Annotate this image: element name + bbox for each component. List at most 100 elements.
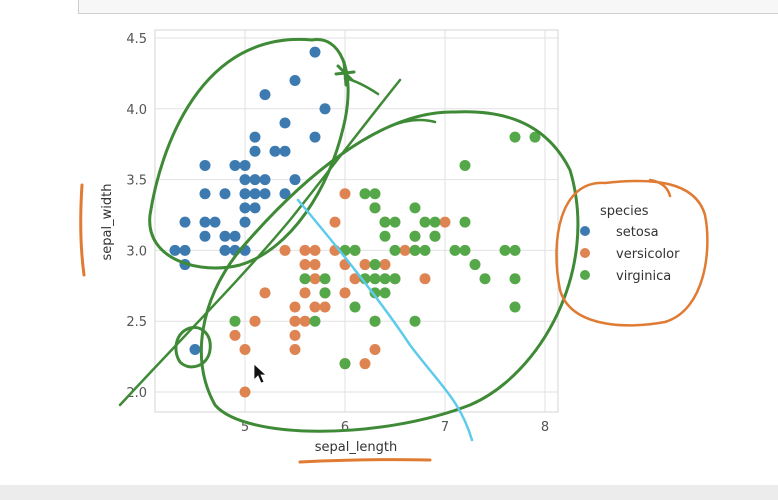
- annotation-xlabel-underline: [298, 458, 432, 464]
- virginica-point: [359, 188, 371, 200]
- setosa-point: [259, 174, 271, 186]
- versicolor-point: [369, 344, 381, 356]
- setosa-point: [179, 216, 191, 228]
- y-tick-label: 3.5: [126, 174, 147, 189]
- y-tick-label: 2.0: [126, 386, 147, 401]
- versicolor-point: [289, 344, 301, 356]
- y-axis-label: sepal_width: [100, 184, 115, 261]
- legend-marker-setosa: [580, 226, 590, 236]
- setosa-point: [229, 230, 241, 242]
- annotation-loop-others: [199, 110, 580, 433]
- virginica-point: [459, 244, 471, 256]
- virginica-point: [349, 244, 361, 256]
- setosa-point: [239, 174, 251, 186]
- plot-frame: [154, 29, 559, 413]
- x-tick-label: 8: [541, 420, 549, 435]
- setosa-point: [249, 131, 261, 143]
- versicolor-point: [359, 358, 371, 370]
- annotation-star: [334, 60, 356, 87]
- annotation-ylabel-underline: [79, 183, 86, 277]
- annotation-diagonal-line: [118, 78, 402, 407]
- virginica-point: [319, 273, 331, 285]
- versicolor-point: [329, 216, 341, 228]
- virginica-point: [499, 244, 511, 256]
- virginica-point: [339, 358, 351, 370]
- virginica-point: [479, 273, 491, 285]
- setosa-point: [229, 159, 241, 171]
- virginica-point: [409, 244, 421, 256]
- setosa-point: [279, 188, 291, 200]
- setosa-point: [259, 188, 271, 200]
- annotation-loop-setosa: [148, 38, 350, 270]
- setosa-point: [249, 145, 261, 157]
- notebook-cell-border: [78, 0, 778, 14]
- setosa-point: [309, 131, 321, 143]
- y-tick-label: 3.0: [126, 244, 147, 259]
- virginica-point: [379, 216, 391, 228]
- virginica-point: [459, 216, 471, 228]
- virginica-point: [509, 131, 521, 143]
- versicolor-point: [439, 216, 451, 228]
- x-tick-label: 7: [441, 420, 449, 435]
- ink-annotations: [79, 38, 709, 464]
- virginica-point: [409, 315, 421, 327]
- setosa-point: [209, 216, 221, 228]
- annotation-legend-circle: [555, 178, 709, 327]
- setosa-point: [279, 117, 291, 129]
- virginica-point: [309, 315, 321, 327]
- virginica-point: [449, 244, 461, 256]
- versicolor-point: [399, 244, 411, 256]
- versicolor-point: [309, 259, 321, 271]
- virginica-point: [429, 216, 441, 228]
- setosa-point: [239, 188, 251, 200]
- virginica-point: [469, 259, 481, 271]
- bottom-bar: [0, 485, 778, 500]
- virginica-point: [369, 315, 381, 327]
- virginica-point: [369, 202, 381, 214]
- versicolor-point: [279, 244, 291, 256]
- setosa-point: [249, 202, 261, 214]
- x-tick-label: 5: [241, 420, 249, 435]
- legend-marker-virginica: [580, 270, 590, 280]
- setosa-point: [199, 230, 211, 242]
- virginica-point: [419, 244, 431, 256]
- versicolor-point: [419, 273, 431, 285]
- virginica-point: [459, 159, 471, 171]
- virginica-point: [389, 273, 401, 285]
- setosa-point: [289, 74, 301, 86]
- x-tick-label: 6: [341, 420, 349, 435]
- virginica-point: [509, 301, 521, 313]
- versicolor-point: [239, 386, 251, 398]
- setosa-point: [289, 174, 301, 186]
- legend: species setosa versicolor virginica: [580, 204, 680, 284]
- annotation-tail: [343, 76, 380, 96]
- setosa-point: [179, 244, 191, 256]
- virginica-point: [349, 301, 361, 313]
- virginica-point: [409, 202, 421, 214]
- versicolor-point: [289, 315, 301, 327]
- versicolor-point: [299, 315, 311, 327]
- virginica-point: [409, 230, 421, 242]
- virginica-point: [389, 244, 401, 256]
- virginica-point: [229, 315, 241, 327]
- versicolor-point: [379, 259, 391, 271]
- setosa-point: [259, 89, 271, 101]
- setosa-point: [319, 103, 331, 115]
- virginica-point: [359, 273, 371, 285]
- legend-label-setosa: setosa: [616, 225, 659, 240]
- setosa-point: [199, 216, 211, 228]
- setosa-point: [189, 344, 201, 356]
- versicolor-point: [239, 344, 251, 356]
- versicolor-point: [359, 259, 371, 271]
- versicolor-point: [309, 301, 321, 313]
- virginica-point: [529, 131, 541, 143]
- annotation-top-stroke: [386, 118, 437, 129]
- virginica-point: [509, 273, 521, 285]
- setosa-point: [199, 159, 211, 171]
- setosa-point: [249, 188, 261, 200]
- setosa-point: [249, 174, 261, 186]
- legend-title: species: [600, 204, 649, 219]
- annotation-circle-outlier: [174, 325, 212, 369]
- plot-area: 5 6 7 8 2.0 2.5 3.0 3.5 4.0 4.5 sepal_length sepal_…: [100, 29, 559, 455]
- virginica-point: [379, 230, 391, 242]
